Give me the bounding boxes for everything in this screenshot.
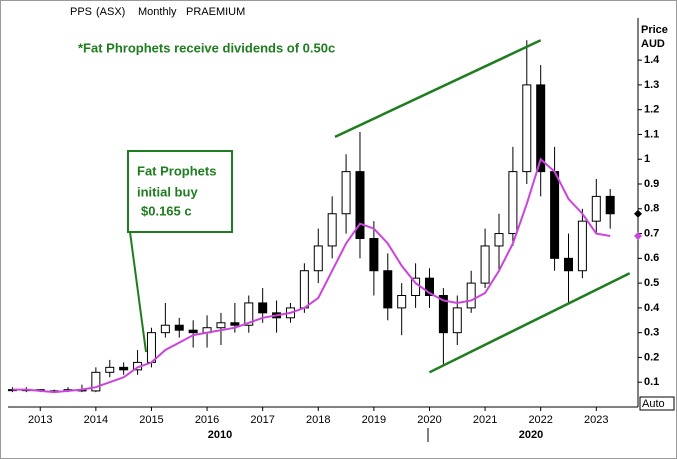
period: Monthly [138,6,177,18]
y-tick-label: 1.2 [644,104,659,116]
x-tick-label: 2020 [417,414,441,426]
y-tick-label: 1.1 [644,128,659,140]
last-value-marker [634,209,642,218]
callout-text: Fat Prophets [137,163,216,178]
y-tick-label: 0.2 [644,351,659,363]
last-value-marker [634,232,642,241]
candle-body [550,171,560,259]
x-tick-label: 2021 [473,414,497,426]
y-tick-label: 0.5 [644,277,659,289]
axis-label: AUD [641,38,665,50]
candle-body [494,233,504,247]
callout-box [127,150,233,233]
x-tick-label: 2013 [28,414,52,426]
candle-body [258,302,268,314]
candle-body [466,282,476,309]
candle-body [522,84,532,173]
candle-body [355,171,365,240]
candle-body [577,220,587,272]
candle-body [383,270,393,309]
y-tick-label: 0.8 [644,203,659,215]
moving-average [12,157,611,394]
y-tick-label: 0.7 [644,227,659,239]
candle-body [174,324,184,331]
candle-body [605,195,615,215]
candle-body [244,302,254,326]
candle-body [536,84,546,173]
trend-line [334,39,542,139]
candle-body [188,329,198,334]
x-tick-label: 2018 [306,414,330,426]
x-tick-label: 2019 [362,414,386,426]
candle-body [313,245,323,272]
x-tick-label: 2014 [84,414,108,426]
candle-body [119,366,129,371]
annotation: *Fat Phrophets receive dividends of 0.50… [78,40,335,55]
candle-body [397,295,407,309]
y-tick-label: 0.9 [644,178,659,190]
candle-body [160,324,170,334]
x-tick-label: 2023 [584,414,608,426]
scale-box [639,396,675,411]
x-tick-label: 2022 [528,414,552,426]
candle-body [452,307,462,334]
candle-body [230,322,240,326]
y-tick-label: 0.6 [644,252,659,264]
x-tick-label: 2016 [195,414,219,426]
candle-body [480,245,490,284]
ticker: PPS [70,6,92,18]
candle-body [424,277,434,297]
candle-body [105,366,115,373]
trend-line [428,272,631,374]
callout-arrow [129,231,147,353]
x-tick-label: 2017 [250,414,274,426]
x-group-label: 2020 [519,429,543,441]
candle-body [341,171,351,215]
callout-text: initial buy [137,184,198,199]
y-tick-label: 0.4 [644,302,660,314]
candle-body [508,171,518,235]
candle-body [91,371,101,392]
x-tick-label: 2015 [139,414,163,426]
y-tick-label: 1.3 [644,79,659,91]
y-tick-label: 1.4 [644,54,660,66]
candle-body [146,332,156,363]
candle-body [438,295,448,334]
axis-label: Price [641,24,668,36]
y-tick-label: 0.3 [644,327,659,339]
exchange: (ASX) [96,6,125,18]
x-group-label: 2010 [208,429,232,441]
y-tick-label: 1 [644,153,650,165]
candle-body [591,195,601,222]
candle-body [369,238,379,272]
candle-body [299,270,309,309]
y-tick-label: 0.1 [644,376,659,388]
candle-body [563,257,573,272]
callout-text: $0.165 c [141,203,192,218]
company: PRAEMIUM [186,6,245,18]
candle-body [327,213,337,247]
candle-body [216,322,226,329]
scale-mode: Auto [642,398,665,410]
